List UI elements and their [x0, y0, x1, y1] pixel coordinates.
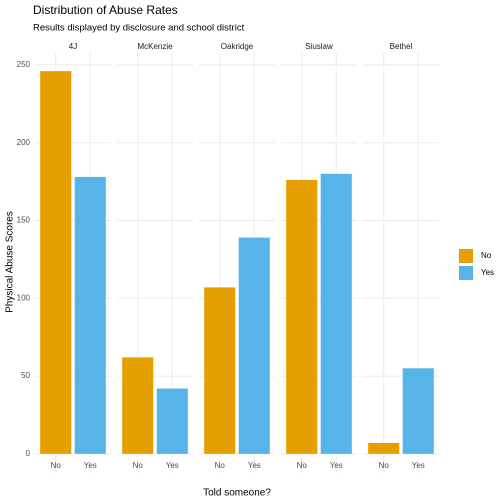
- bar: [368, 442, 400, 454]
- x-tick-label: Yes: [166, 461, 179, 470]
- bar: [156, 388, 188, 454]
- bar: [122, 357, 154, 454]
- y-tick-label: 50: [21, 371, 30, 380]
- chart-subtitle: Results displayed by disclosure and scho…: [33, 23, 245, 34]
- facet-label: Oakridge: [221, 42, 254, 51]
- x-tick-label: No: [215, 461, 226, 470]
- x-axis-title: Told someone?: [203, 488, 271, 499]
- x-tick-label: No: [133, 461, 144, 470]
- bar: [40, 71, 72, 454]
- x-tick-label: Yes: [248, 461, 261, 470]
- facet-label: 4J: [69, 42, 77, 51]
- y-tick-label: 0: [26, 449, 31, 458]
- y-tick-label: 100: [17, 293, 31, 302]
- facet-label: McKenzie: [137, 42, 173, 51]
- bar: [402, 368, 434, 454]
- x-tick-label: Yes: [412, 461, 425, 470]
- legend-key: [459, 249, 473, 263]
- bar: [286, 180, 318, 454]
- y-tick-label: 150: [17, 216, 31, 225]
- chart-title: Distribution of Abuse Rates: [33, 3, 178, 17]
- x-tick-label: Yes: [84, 461, 97, 470]
- bar: [238, 237, 270, 454]
- facet-label: Siuslaw: [305, 42, 333, 51]
- y-tick-label: 250: [17, 60, 31, 69]
- legend-key: [459, 266, 473, 280]
- x-tick-label: Yes: [330, 461, 343, 470]
- x-tick-label: No: [297, 461, 308, 470]
- bar: [204, 287, 236, 454]
- legend-label: No: [481, 251, 492, 260]
- legend-label: Yes: [481, 268, 494, 277]
- bar: [320, 173, 352, 454]
- y-tick-label: 200: [17, 138, 31, 147]
- y-axis-title: Physical Abuse Scores: [5, 211, 16, 313]
- facet-label: Bethel: [390, 42, 413, 51]
- x-tick-label: No: [379, 461, 390, 470]
- x-tick-label: No: [51, 461, 62, 470]
- bar: [74, 176, 106, 454]
